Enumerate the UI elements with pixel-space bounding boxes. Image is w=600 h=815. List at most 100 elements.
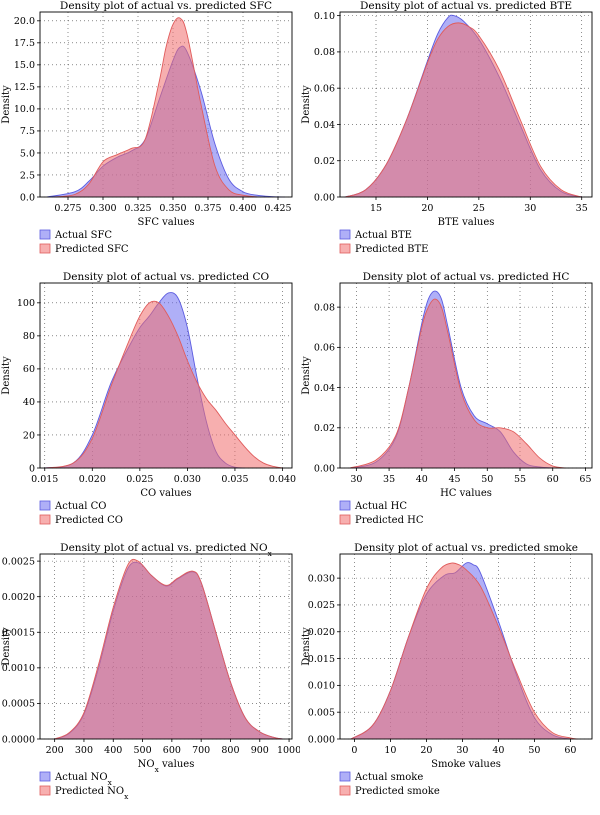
y-tick-label: 0.00 [314,463,335,474]
y-axis-label: Density [1,356,12,395]
plot-frame [339,553,593,740]
x-tick-label: 0.275 [54,203,81,214]
y-axis-label: Density [301,85,312,124]
density-line-predicted [344,22,582,198]
y-axis-label: Density [1,85,12,124]
x-tick-label: 45 [448,474,460,485]
x-tick-label: 400 [104,745,122,756]
legend-label-predicted: Predicted HC [355,515,424,526]
legend-label-predicted: Predicted BTE [355,244,428,255]
y-tick-label: 0.0005 [2,699,35,710]
plot-frame [339,282,593,469]
legend-swatch-actual [339,500,351,511]
y-tick-label: 0.00 [314,192,335,203]
legend-swatch-predicted [39,243,51,254]
x-tick-label: 60 [547,474,559,485]
y-tick-label: 40 [23,397,35,408]
chart-title: Density plot of actual vs. predicted smo… [354,542,578,554]
x-axis-label: Smoke values [431,759,501,770]
x-axis-label: CO values [140,488,191,499]
legend-swatch-actual [339,771,351,782]
x-tick-label: 40 [492,745,504,756]
x-tick-label: 600 [163,745,181,756]
y-tick-label: 0.0010 [2,663,35,674]
x-tick-label: 1000 [277,745,300,756]
x-tick-label: 0.015 [31,474,58,485]
legend-swatch-predicted [39,514,51,525]
y-tick-label: 0.025 [308,600,335,611]
x-tick-label: 60 [564,745,576,756]
y-tick-label: 100 [17,298,35,309]
y-tick-label: 60 [23,364,35,375]
y-tick-label: 0.0015 [2,628,35,639]
y-tick-label: 0.015 [308,654,335,665]
y-axis-label: Density [301,627,312,666]
y-tick-label: 0.010 [308,681,335,692]
co-density-panel: 0.015 0.020 0.025 0.030 0.035 0.040 0 20 40 60 80 1… [0,271,300,542]
y-tick-label: 12.5 [14,82,35,93]
x-tick-label: 800 [221,745,239,756]
y-tick-label: 7.5 [20,126,35,137]
density-area-predicted [350,562,578,739]
x-axis-label: SFC values [138,217,195,228]
bte-density-panel: 15 20 25 30 35 0.00 0.02 0.04 0.06 0.08 0.10 Densit… [300,0,600,271]
y-tick-label: 80 [23,331,35,342]
density-line-predicted [350,562,578,740]
y-tick-label: 0.020 [308,627,335,638]
legend-label-actual: Actual HC [354,501,407,512]
y-tick-label: 0.04 [314,383,335,394]
y-tick-label: 15.0 [14,60,35,71]
y-tick-label: 0.04 [314,120,335,131]
legend-label-actual: Actual CO [54,501,106,512]
x-tick-label: 35 [383,474,395,485]
density-chart-svg: 0 10 20 30 40 50 60 0.000 0.005 0.010 0.015 0.020 0.… [301,542,593,797]
y-tick-label: 0.06 [314,83,335,94]
density-area-predicted [345,22,582,197]
density-line-predicted [54,558,284,740]
legend-swatch-actual [39,500,51,511]
y-tick-label: 2.5 [20,170,35,181]
density-line-predicted [53,17,258,198]
density-area-predicted [54,17,257,197]
x-axis-label: NOx values [138,759,195,774]
legend-label-predicted: Predicted CO [55,515,123,526]
y-tick-label: 20.0 [14,16,35,27]
x-tick-label: 0.030 [174,474,201,485]
legend-swatch-actual [39,771,51,782]
sfc-density-panel: 0.275 0.300 0.325 0.350 0.375 0.400 0.425 0.0 2.… [0,0,300,271]
x-tick-label: 20 [421,203,433,214]
y-axis-label: Density [1,627,12,666]
x-tick-label: 0.400 [229,203,256,214]
density-area-predicted [44,301,283,468]
hc-density-panel: 30 35 40 45 50 55 60 65 0.00 0.02 0.04 0.06 0.08 Dens… [300,271,600,542]
x-tick-label: 20 [420,745,432,756]
density-area-predicted [349,299,566,468]
x-tick-label: 0.325 [124,203,151,214]
density-chart-svg: 200 300 400 500 600 700 800 900 1000 0.0000 0.0005… [1,542,300,801]
x-tick-label: 0.425 [264,203,291,214]
density-chart-svg: 30 35 40 45 50 55 60 65 0.00 0.02 0.04 0.06 0.08 Dens… [301,271,593,526]
chart-title: Density plot of actual vs. predicted CO [63,271,270,283]
y-tick-label: 5.0 [20,148,35,159]
x-tick-label: 50 [528,745,540,756]
legend-swatch-actual [39,229,51,240]
x-tick-label: 0.020 [79,474,106,485]
smoke-density-panel: 0 10 20 30 40 50 60 0.000 0.005 0.010 0.015 0.020 0.… [300,542,600,813]
y-tick-label: 0.030 [308,573,335,584]
x-tick-label: 0.040 [269,474,296,485]
x-tick-label: 0.025 [126,474,153,485]
x-tick-label: 35 [576,203,588,214]
x-tick-label: 40 [416,474,428,485]
legend-label-actual: Actual smoke [354,772,423,783]
density-area-predicted [54,559,284,739]
x-tick-label: 0.350 [159,203,186,214]
density-chart-svg: 0.275 0.300 0.325 0.350 0.375 0.400 0.425 0.0 2.… [1,0,293,255]
x-tick-label: 700 [192,745,210,756]
plot-frame [39,553,293,740]
y-tick-label: 0.08 [314,302,335,313]
y-tick-label: 0.02 [314,423,335,434]
legend-swatch-predicted [339,243,351,254]
x-tick-label: 900 [251,745,269,756]
y-tick-label: 20 [23,430,35,441]
legend-label-actual: Actual NOx [54,772,113,787]
